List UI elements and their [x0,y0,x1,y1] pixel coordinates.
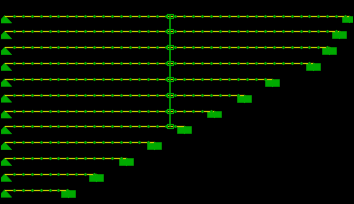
Polygon shape [0,64,12,71]
Bar [119,158,133,165]
Polygon shape [0,48,12,55]
Polygon shape [0,95,12,103]
Polygon shape [0,190,12,197]
Polygon shape [0,17,12,24]
Bar [307,64,320,70]
Bar [177,127,191,134]
Bar [342,17,354,23]
Bar [332,32,346,39]
Polygon shape [0,174,12,182]
Bar [207,111,221,118]
Bar [147,143,161,149]
Bar [322,48,336,55]
Polygon shape [0,127,12,134]
Polygon shape [0,111,12,119]
Bar [89,174,103,181]
Bar [237,95,251,102]
Polygon shape [0,143,12,150]
Polygon shape [0,80,12,87]
Bar [265,80,279,86]
Bar [62,190,75,197]
Polygon shape [0,32,12,40]
Polygon shape [0,158,12,166]
